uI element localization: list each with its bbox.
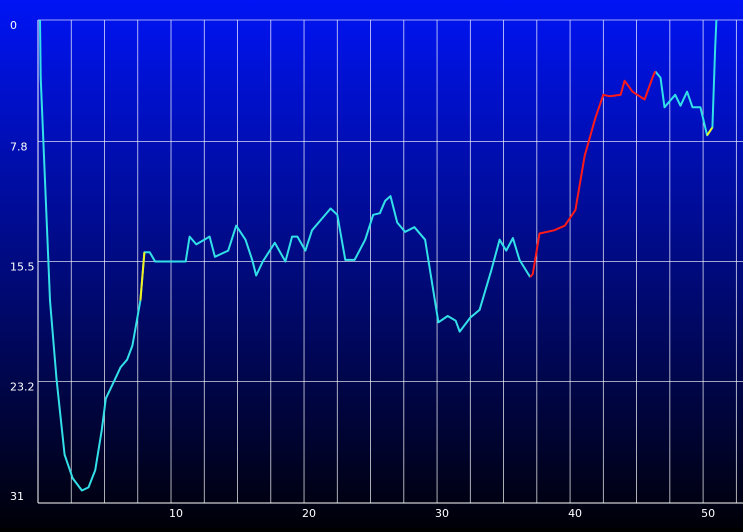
y-tick-label: 15.5 bbox=[10, 261, 35, 274]
depth-line bbox=[39, 19, 718, 492]
x-tick-label: 40 bbox=[568, 507, 582, 520]
y-tick-label: 23.2 bbox=[10, 380, 35, 393]
depth-line bbox=[529, 71, 657, 278]
x-tick-label: 10 bbox=[169, 507, 183, 520]
y-tick-label: 31 bbox=[10, 490, 24, 503]
y-tick-label: 7.8 bbox=[10, 141, 28, 154]
x-tick-label: 30 bbox=[435, 507, 449, 520]
depth-line bbox=[139, 126, 714, 301]
x-tick-label: 50 bbox=[701, 507, 715, 520]
y-tick-label: 0 bbox=[10, 19, 17, 32]
x-tick-label: 20 bbox=[302, 507, 316, 520]
